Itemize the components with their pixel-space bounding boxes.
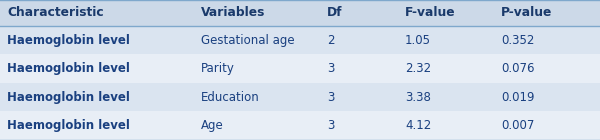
Text: P-value: P-value xyxy=(501,6,553,19)
Text: Df: Df xyxy=(327,6,343,19)
Text: Variables: Variables xyxy=(201,6,265,19)
Text: 3.38: 3.38 xyxy=(405,91,431,104)
Bar xyxy=(0,111,600,140)
Text: Education: Education xyxy=(201,91,260,104)
Bar xyxy=(0,83,600,111)
Text: 2: 2 xyxy=(327,34,335,47)
Text: 3: 3 xyxy=(327,119,334,132)
Text: Haemoglobin level: Haemoglobin level xyxy=(7,34,130,47)
Text: 0.007: 0.007 xyxy=(501,119,535,132)
Text: Age: Age xyxy=(201,119,224,132)
Bar xyxy=(0,0,600,26)
Text: Parity: Parity xyxy=(201,62,235,75)
Text: 0.352: 0.352 xyxy=(501,34,535,47)
Text: Haemoglobin level: Haemoglobin level xyxy=(7,91,130,104)
Text: 2.32: 2.32 xyxy=(405,62,431,75)
Bar xyxy=(0,54,600,83)
Text: Haemoglobin level: Haemoglobin level xyxy=(7,119,130,132)
Text: F-value: F-value xyxy=(405,6,455,19)
Text: 1.05: 1.05 xyxy=(405,34,431,47)
Text: Gestational age: Gestational age xyxy=(201,34,295,47)
Bar xyxy=(0,26,600,54)
Text: 4.12: 4.12 xyxy=(405,119,431,132)
Text: Characteristic: Characteristic xyxy=(7,6,104,19)
Text: Haemoglobin level: Haemoglobin level xyxy=(7,62,130,75)
Text: 3: 3 xyxy=(327,62,334,75)
Text: 0.019: 0.019 xyxy=(501,91,535,104)
Text: 3: 3 xyxy=(327,91,334,104)
Text: 0.076: 0.076 xyxy=(501,62,535,75)
